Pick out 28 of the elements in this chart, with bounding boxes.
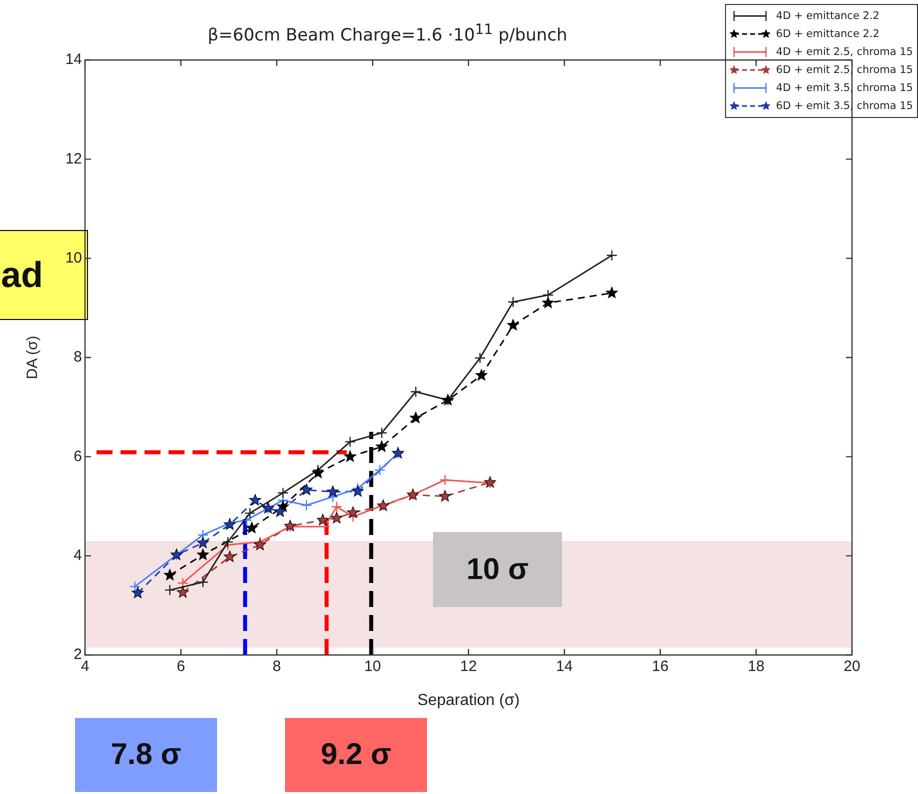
x-tick-label: 20 — [844, 658, 860, 676]
x-tick-label: 14 — [556, 658, 573, 676]
x-tick-label: 6 — [176, 658, 186, 676]
y-tick-label: 6 — [74, 448, 82, 465]
x-tick-label: 18 — [748, 658, 764, 676]
legend-label: 6D + emittance 2.2 — [776, 28, 880, 40]
y-tick-label: 8 — [74, 348, 82, 366]
text: 9.2 σ — [285, 718, 427, 792]
x-tick-label: 10 — [364, 658, 381, 676]
x-tick-label: 16 — [652, 658, 669, 676]
y-axis-title: DA (σ) — [24, 336, 42, 380]
y-tick-label: 4 — [74, 546, 82, 564]
legend-label: 6D + emit 3.5, chroma 15 — [776, 100, 913, 112]
x-axis-title: Separation (σ) — [417, 692, 520, 709]
annotation: 10 σ — [433, 532, 562, 607]
legend-label: 4D + emittance 2.2 — [776, 10, 880, 22]
text: ad — [1, 254, 44, 295]
chart-title: β=60cm Beam Charge=1.6 ·10$^{11}$ p/bunch — [206, 22, 568, 46]
y-tick-label: 10 — [65, 249, 82, 266]
legend-label: 4D + emit 2.5, chroma 15 — [776, 46, 913, 58]
y-tick-label: 12 — [65, 150, 82, 168]
y-tick-label: 2 — [74, 646, 82, 664]
legend-label: 6D + emit 2.5, chroma 15 — [776, 64, 913, 76]
y-tick-label: 14 — [65, 51, 82, 68]
x-tick-label: 12 — [460, 658, 477, 676]
x-tick-label: 8 — [272, 658, 281, 676]
legend-label: 4D + emit 3.5, chroma 15 — [776, 82, 913, 94]
text: 7.8 σ — [75, 718, 217, 792]
